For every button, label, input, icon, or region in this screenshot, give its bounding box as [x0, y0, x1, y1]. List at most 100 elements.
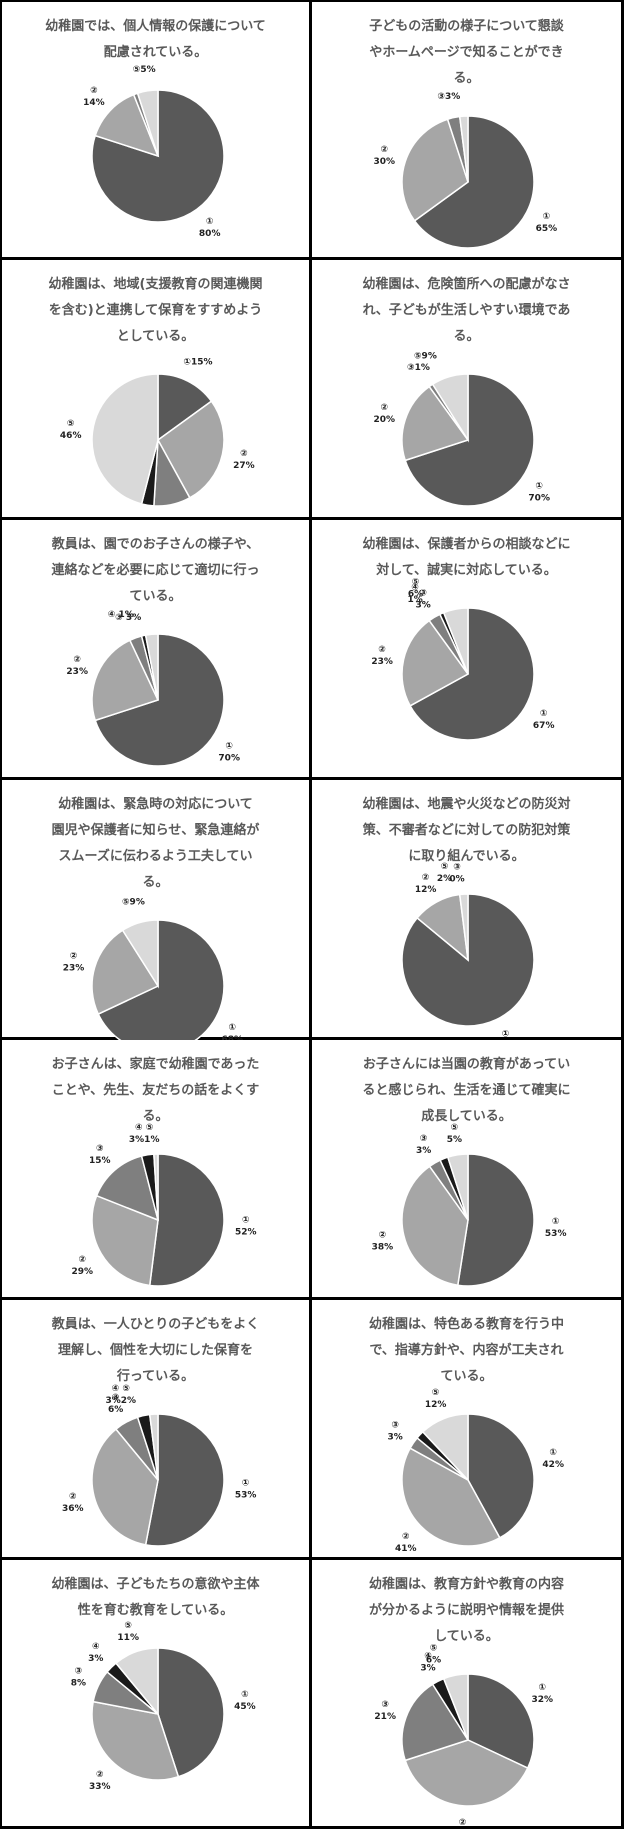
pie-chart: ① 42% ② 41% ③ 3% ⑤ 12% — [388, 1388, 564, 1554]
data-label: ④ 1% — [108, 610, 134, 620]
data-label: ① 65% — [536, 212, 558, 234]
pie-slice-3 — [401, 1683, 470, 1762]
pie-chart: ① 53% ② 36% ③ 6%④ ⑤ 3%2% — [62, 1384, 257, 1547]
pie-slice-2 — [91, 1700, 180, 1781]
chart-title: 教員は、園でのお子さんの様子や、 連絡などを必要に応じて適切に行っ ている。 — [51, 537, 260, 604]
pie-slice-1 — [91, 89, 225, 223]
pie-slice-1 — [456, 1153, 535, 1287]
chart-title: 幼稚園は、子どもたちの意欲や主体 性を育む教育をしている。 — [51, 1577, 260, 1618]
pie-chart: ① 67% ② 23% ③ 3%④ 1%⑤ 6% — [371, 578, 555, 741]
data-label: ① 53% — [545, 1217, 567, 1239]
data-label: ③ 15% — [89, 1144, 111, 1166]
data-label: ⑤9% — [414, 352, 437, 362]
pie-slice-5 — [114, 1647, 159, 1717]
data-label: ⑤ 11% — [117, 1621, 139, 1643]
pie-slice-2 — [94, 93, 160, 158]
pie-slice-2 — [401, 619, 470, 707]
pie-slice-3 — [95, 1155, 160, 1222]
chart-title: 幼稚園では、個人情報の保護について 配慮されている。 — [45, 19, 266, 60]
data-label: ③3% — [437, 92, 460, 102]
data-label: ④ ⑤ 3%1% — [129, 1123, 160, 1145]
pie-slice-2 — [91, 929, 160, 1016]
chart-title: 幼稚園は、危険箇所への配慮がなさ れ、子どもが生活しやすい環境であ る。 — [362, 277, 571, 344]
pie-slice-5 — [153, 1153, 159, 1221]
chart-title: 幼稚園は、教育方針や教育の内容 が分かるように説明や情報を提供 している。 — [368, 1577, 564, 1644]
data-label: ② 14% — [83, 86, 105, 108]
data-label: ⑤ 6% — [408, 578, 423, 600]
pie-chart: ① 65% ② 30% ③3% — [374, 92, 558, 249]
chart-panel: 幼稚園は、危険箇所への配慮がなさ れ、子どもが生活しやすい環境であ る。 ① 70%… — [312, 260, 624, 520]
data-label: ② 41% — [395, 1532, 417, 1554]
chart-panel: お子さんは、家庭で幼稚園であった ことや、先生、友だちの話をよくす る。 ① 52%… — [0, 1040, 312, 1300]
pie-slice-5 — [91, 373, 159, 505]
data-label: ① 42% — [542, 1448, 564, 1470]
chart-panel: お子さんには当園の教育があってい ると感じられ、生活を通じて確実に 成長している… — [312, 1040, 624, 1300]
data-label: ③ 6% — [108, 1393, 123, 1415]
data-label: ② 12% — [415, 873, 437, 895]
pie-slice-2 — [401, 1447, 501, 1547]
chart-title: お子さんは、家庭で幼稚園であった ことや、先生、友だちの話をよくす る。 — [51, 1057, 260, 1124]
pie-chart: ① 70% ② 20% ③1%⑤9% — [374, 352, 550, 507]
pie-slice-5 — [458, 115, 469, 183]
pie-slice-5 — [442, 607, 469, 675]
chart-panel: 幼稚園は、子どもたちの意欲や主体 性を育む教育をしている。 ① 45% ② 33% ③ 8%… — [0, 1560, 312, 1829]
pie-chart: ①32% ②38% ③21% ④3%⑤6% — [374, 1644, 554, 1829]
pie-chart: ①15%②27%③9%⑤46% — [60, 358, 255, 532]
pie-chart: ① 70% ② 23% ③ 3%④ 1% — [66, 610, 240, 767]
pie-slice-5 — [431, 373, 469, 443]
chart-title: お子さんには当園の教育があってい ると感じられ、生活を通じて確実に 成長している… — [362, 1057, 571, 1124]
pie-slice-1 — [467, 1673, 535, 1770]
data-label: ① 80% — [199, 217, 221, 239]
pie-chart: ① 45% ② 33% ③ 8%④ 3% ⑤ 11% — [71, 1621, 256, 1792]
pie-slice-2 — [401, 1165, 469, 1287]
data-label: ① 70% — [528, 482, 550, 504]
pie-slice-1 — [467, 1413, 535, 1539]
pie-chart: ①68%②23%⑤9% — [63, 898, 243, 1053]
data-label: ④ ⑤ 3%2% — [106, 1384, 137, 1406]
chart-panel: 幼稚園は、保護者からの相談などに 対して、誠実に対応している。 ① 67% ② 23% ③… — [312, 520, 624, 780]
data-label: ② 36% — [62, 1492, 84, 1514]
data-label: ③ 21% — [374, 1700, 396, 1722]
chart-title: 幼稚園は、緊急時の対応について 園児や保護者に知らせ、緊急連絡が スムーズに伝わ… — [51, 797, 260, 890]
chart-title: 教員は、一人ひとりの子どもをよく 理解し、個性を大切にした保育を 行っている。 — [51, 1317, 260, 1384]
chart-title: 幼稚園は、地域(支援教育の関連機関 を含む)と連携して保育をすすめよう としてい… — [48, 277, 263, 344]
data-label: ③1% — [407, 363, 430, 373]
data-label: ① 53% — [235, 1478, 257, 1500]
chart-title: 幼稚園は、保護者からの相談などに 対して、誠実に対応している。 — [362, 537, 571, 578]
chart-title: 幼稚園は、地震や火災などの防災対 策、不審者などに対しての防犯対策 に取り組んで… — [362, 797, 571, 864]
chart-panel: 子どもの活動の様子について懇談 やホームページで知ることができ る。 ① 65% ② 3… — [312, 0, 624, 260]
pie-slice-5 — [458, 893, 469, 961]
pie-slice-1 — [409, 607, 535, 741]
data-label: ① 67% — [533, 709, 555, 731]
chart-panel: 幼稚園では、個人情報の保護について 配慮されている。 ① 80% ② 14% ⑤5% — [0, 0, 312, 260]
data-label: ⑤ 2% — [437, 862, 452, 884]
pie-slice-2 — [404, 1739, 529, 1807]
data-label: ① 32% — [532, 1683, 554, 1705]
data-label: ② 29% — [72, 1255, 94, 1277]
pie-slice-1 — [94, 633, 225, 767]
data-label: ④ 3% — [88, 1642, 103, 1664]
pie-slice-5 — [442, 1673, 469, 1741]
data-label: ⑤ 46% — [60, 419, 82, 441]
pie-slice-1 — [404, 373, 535, 507]
pie-slice-1 — [157, 373, 213, 442]
data-label: ②38% — [452, 1818, 474, 1829]
pie-slice-1 — [157, 1647, 225, 1778]
data-label: ① 45% — [234, 1690, 256, 1712]
chart-panel: 教員は、園でのお子さんの様子や、 連絡などを必要に応じて適切に行っ ている。 ① 7… — [0, 520, 312, 780]
data-label: ①15% — [183, 358, 212, 368]
pie-slice-5 — [144, 633, 159, 701]
data-label: ③ 0% — [449, 863, 464, 885]
data-label: ② 33% — [89, 1770, 111, 1792]
chart-title: 幼稚園は、特色ある教育を行う中 で、指導方針や、内容が工夫され ている。 — [368, 1317, 564, 1384]
pie-slice-5 — [421, 1413, 469, 1482]
data-label: ② 20% — [374, 403, 396, 425]
pie-slice-2 — [157, 400, 225, 499]
pie-slice-2 — [91, 1194, 159, 1287]
